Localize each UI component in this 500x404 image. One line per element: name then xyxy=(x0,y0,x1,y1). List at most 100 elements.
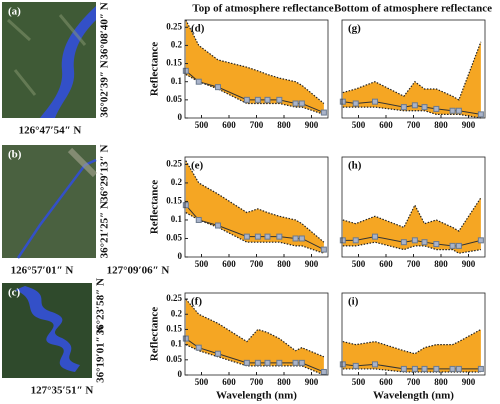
panel-label: (f) xyxy=(191,296,202,308)
y-tick-label: 0 xyxy=(178,251,183,261)
mean-marker xyxy=(339,361,346,368)
y-tick-label: 0.05 xyxy=(166,94,182,104)
x-tick-label: 500 xyxy=(195,259,209,269)
y-tick-label: 0.25 xyxy=(166,158,182,168)
mean-marker xyxy=(254,359,261,366)
mean-marker xyxy=(264,359,271,366)
mean-marker xyxy=(411,365,418,372)
mean-marker xyxy=(298,359,305,366)
mean-marker xyxy=(182,335,189,342)
mean-marker xyxy=(400,104,407,111)
y-tick-label: 0.2 xyxy=(171,177,183,187)
mean-marker xyxy=(298,235,305,242)
longitude-label: 127°09′06″ N xyxy=(107,265,170,277)
x-tick-label: 600 xyxy=(379,120,393,130)
mean-marker xyxy=(449,107,456,114)
image-label: (b) xyxy=(8,149,22,161)
column-title: Bottom of atmosphere reflectance xyxy=(334,3,492,15)
mean-marker xyxy=(352,362,359,369)
x-tick-label: 500 xyxy=(352,120,366,130)
y-axis-label: Reflectance xyxy=(149,42,161,96)
mean-marker xyxy=(243,233,250,240)
mean-marker xyxy=(421,239,428,246)
x-tick-label: 800 xyxy=(434,259,448,269)
mean-marker xyxy=(215,222,221,229)
panel-label: (e) xyxy=(191,160,204,172)
latitude-label: 36°08′40″ N xyxy=(99,2,111,59)
y-tick-label: 0.2 xyxy=(171,308,183,318)
x-tick-label: 800 xyxy=(434,377,448,387)
latitude-label: 36°21′25″ N xyxy=(99,201,111,258)
range-fill xyxy=(185,160,324,254)
upper-line xyxy=(185,298,325,358)
upper-line xyxy=(342,197,482,232)
x-tick-label: 900 xyxy=(462,120,476,130)
mean-marker xyxy=(455,107,462,114)
mean-marker xyxy=(292,359,299,366)
x-tick-label: 800 xyxy=(434,120,448,130)
x-tick-label: 500 xyxy=(352,259,366,269)
mean-line xyxy=(185,338,325,373)
y-tick-label: 0.05 xyxy=(166,233,182,243)
upper-line xyxy=(185,19,325,104)
x-tick-label: 700 xyxy=(407,377,421,387)
x-tick-label: 700 xyxy=(250,120,264,130)
x-tick-label: 700 xyxy=(407,259,421,269)
mean-marker xyxy=(421,104,428,111)
y-tick-label: 0 xyxy=(178,112,183,122)
mean-marker xyxy=(264,233,271,240)
mean-marker xyxy=(195,78,202,85)
mean-marker xyxy=(449,365,456,372)
panel-label: (i) xyxy=(348,296,359,308)
lower-line xyxy=(185,73,325,115)
mean-marker xyxy=(433,241,440,248)
x-tick-label: 800 xyxy=(277,377,291,387)
longitude-label: 127°35′51″ N xyxy=(31,385,94,397)
panel-label: (d) xyxy=(191,23,205,35)
lower-line xyxy=(185,344,325,376)
range-fill xyxy=(342,329,481,372)
x-tick-label: 700 xyxy=(407,120,421,130)
mean-marker xyxy=(372,233,378,240)
range-fill xyxy=(185,20,324,115)
mean-line xyxy=(342,236,481,247)
latitude-label: 36°02′39″ N xyxy=(99,60,111,117)
image-label: (c) xyxy=(8,287,21,299)
latitude-label: 36°23′58″ N xyxy=(95,278,107,335)
mean-marker xyxy=(400,239,407,246)
mean-line xyxy=(185,70,325,114)
y-tick-label: 0.1 xyxy=(171,214,183,224)
satellite-image xyxy=(2,145,98,259)
range-fill xyxy=(342,41,481,118)
mean-marker xyxy=(243,96,250,103)
y-tick-label: 0.15 xyxy=(166,196,182,206)
x-tick-label: 600 xyxy=(222,120,236,130)
x-tick-label: 500 xyxy=(195,120,209,130)
longitude-label: 126°57′01″ N xyxy=(11,265,74,277)
y-tick-label: 0.25 xyxy=(166,293,182,303)
mean-marker xyxy=(352,100,359,107)
mean-marker xyxy=(339,98,346,105)
mean-marker xyxy=(477,365,484,372)
mean-marker xyxy=(215,350,221,357)
x-tick-label: 900 xyxy=(462,259,476,269)
x-tick-label: 900 xyxy=(305,259,319,269)
mean-marker xyxy=(433,105,440,112)
x-tick-label: 600 xyxy=(379,377,393,387)
mean-marker xyxy=(276,233,283,240)
x-tick-label: 600 xyxy=(222,377,236,387)
mean-marker xyxy=(292,100,299,107)
y-tick-label: 0.15 xyxy=(166,58,182,68)
mean-marker xyxy=(449,242,456,249)
column-title: Top of atmosphere reflectance xyxy=(192,3,333,15)
latitude-label: 36°19′01″ N xyxy=(95,326,107,383)
mean-marker xyxy=(182,67,189,74)
x-tick-label: 900 xyxy=(305,377,319,387)
mean-marker xyxy=(372,361,378,368)
y-tick-label: 0.05 xyxy=(166,354,182,364)
y-tick-label: 0.1 xyxy=(171,339,183,349)
mean-marker xyxy=(352,237,359,244)
mean-marker xyxy=(298,100,305,107)
mean-marker xyxy=(455,242,462,249)
upper-line xyxy=(185,160,325,243)
